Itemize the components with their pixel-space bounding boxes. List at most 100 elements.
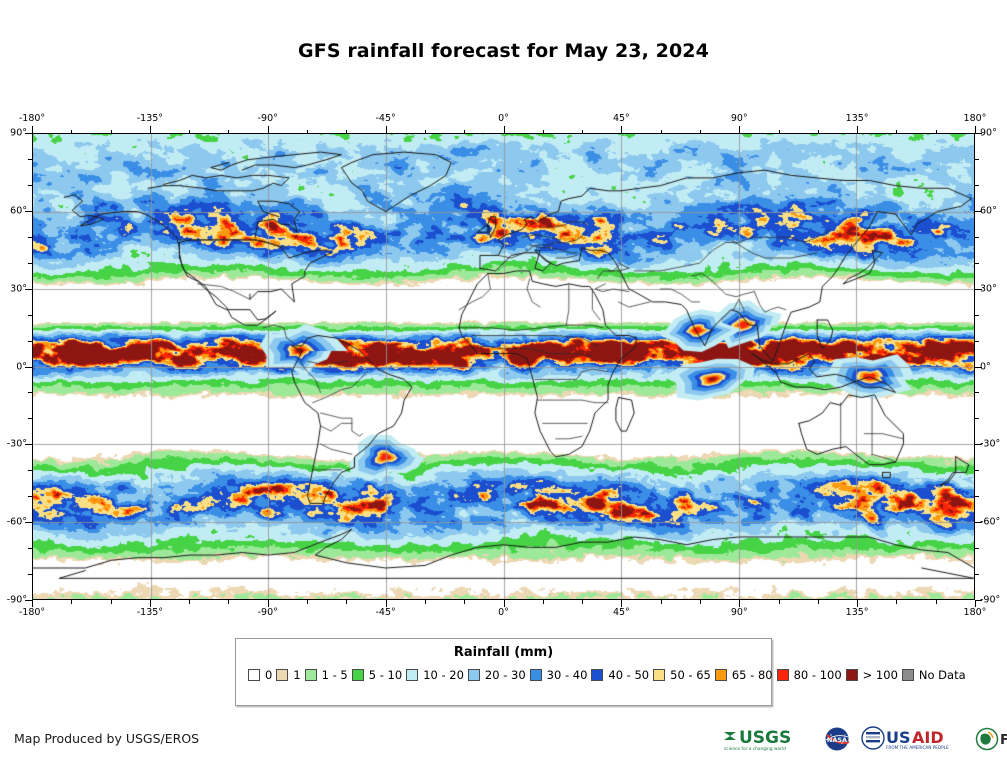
x-tick-minor bbox=[542, 130, 544, 134]
legend: Rainfall (mm) 0 1 1 - 5 5 - 10 10 - 20 20 - 3… bbox=[235, 638, 966, 706]
y-tick bbox=[975, 133, 982, 134]
y-tick-label: 0° bbox=[980, 361, 991, 372]
y-tick-label: -90° bbox=[980, 594, 1001, 606]
legend-title: Rainfall (mm) bbox=[453, 645, 554, 660]
legend-item: 1 - 5 bbox=[301, 665, 348, 684]
svg-text:NASA: NASA bbox=[827, 736, 847, 744]
y-tick-label: 30° bbox=[980, 283, 997, 295]
legend-item: 10 - 20 bbox=[402, 665, 464, 684]
x-tick-minor bbox=[464, 130, 466, 134]
legend-swatch bbox=[776, 668, 789, 681]
legend-swatch bbox=[591, 668, 604, 681]
x-tick-minor bbox=[228, 130, 230, 134]
svg-text:FROM THE AMERICAN PEOPLE: FROM THE AMERICAN PEOPLE bbox=[886, 745, 949, 750]
y-tick-label: -60° bbox=[6, 516, 27, 528]
y-tick-minor bbox=[975, 262, 979, 264]
legend-swatch bbox=[714, 668, 727, 681]
y-tick-minor bbox=[975, 340, 979, 342]
legend-label: > 100 bbox=[862, 667, 898, 682]
y-tick-minor bbox=[28, 236, 32, 238]
x-tick bbox=[385, 126, 387, 133]
legend-item: No Data bbox=[898, 665, 966, 684]
x-tick-label: 135° bbox=[845, 113, 869, 124]
x-tick-minor bbox=[424, 600, 426, 604]
x-tick-minor bbox=[935, 130, 937, 134]
y-tick bbox=[25, 288, 32, 290]
x-tick-minor bbox=[346, 600, 348, 604]
legend-label: 65 - 80 bbox=[731, 667, 773, 682]
x-tick bbox=[32, 126, 33, 133]
legend-label: 80 - 100 bbox=[793, 667, 842, 682]
x-tick-minor bbox=[935, 600, 937, 604]
x-tick-label: 45° bbox=[612, 113, 630, 124]
y-tick bbox=[25, 444, 32, 446]
y-tick-label: 30° bbox=[10, 283, 27, 295]
legend-label: 0 bbox=[265, 667, 273, 682]
legend-label: 1 bbox=[293, 667, 301, 682]
rainfall-raster bbox=[33, 134, 974, 599]
x-tick-minor bbox=[699, 600, 701, 604]
y-tick bbox=[25, 210, 32, 212]
x-tick-minor bbox=[699, 130, 701, 134]
x-tick bbox=[267, 600, 269, 607]
x-tick bbox=[975, 126, 976, 133]
legend-item: 1 bbox=[272, 665, 301, 684]
legend-item: 0 bbox=[244, 665, 272, 684]
x-tick bbox=[32, 600, 33, 607]
x-tick-minor bbox=[817, 600, 819, 604]
y-tick-minor bbox=[28, 158, 32, 160]
legend-swatch bbox=[467, 668, 480, 681]
x-tick-label: 0° bbox=[498, 607, 509, 618]
legend-swatch bbox=[248, 668, 260, 681]
x-tick-minor bbox=[228, 600, 230, 604]
x-tick bbox=[739, 126, 741, 133]
legend-swatch bbox=[529, 668, 542, 681]
y-tick-minor bbox=[28, 470, 32, 472]
y-tick bbox=[975, 600, 982, 601]
x-tick bbox=[857, 126, 859, 133]
legend-items: 0 1 1 - 5 5 - 10 10 - 20 20 - 30 30 - 40 40 - 5… bbox=[244, 665, 966, 684]
y-tick-minor bbox=[28, 314, 32, 316]
x-tick-minor bbox=[307, 130, 309, 134]
svg-text:FEWS NET: FEWS NET bbox=[1000, 732, 1007, 748]
x-tick-minor bbox=[542, 600, 544, 604]
x-tick-minor bbox=[71, 130, 73, 134]
y-tick bbox=[975, 522, 982, 524]
x-tick bbox=[975, 600, 976, 607]
y-tick bbox=[975, 444, 982, 446]
x-tick-label: -45° bbox=[375, 113, 396, 124]
page-title: GFS rainfall forecast for May 23, 2024 bbox=[298, 40, 709, 62]
x-tick-label: -90° bbox=[257, 113, 278, 124]
x-tick-minor bbox=[424, 130, 426, 134]
x-tick bbox=[149, 126, 151, 133]
x-tick-label: -180° bbox=[18, 607, 46, 618]
usaid-logo: US AID FROM THE AMERICAN PEOPLE bbox=[860, 724, 968, 754]
legend-label: No Data bbox=[918, 667, 966, 682]
y-tick-label: 60° bbox=[980, 205, 997, 217]
world-rainfall-map[interactable] bbox=[32, 133, 975, 600]
legend-label: 10 - 20 bbox=[423, 667, 464, 682]
x-tick-minor bbox=[189, 600, 191, 604]
x-tick-minor bbox=[464, 600, 466, 604]
y-tick-minor bbox=[28, 496, 32, 498]
legend-swatch bbox=[304, 668, 317, 681]
x-tick-minor bbox=[582, 600, 584, 604]
y-tick-minor bbox=[975, 496, 979, 498]
y-tick-label: -30° bbox=[6, 438, 27, 450]
x-tick bbox=[621, 600, 623, 607]
x-tick-label: 0° bbox=[498, 113, 509, 124]
x-tick-label: -135° bbox=[136, 113, 164, 124]
x-tick-label: -180° bbox=[18, 113, 46, 124]
x-tick-label: -90° bbox=[257, 607, 278, 618]
x-tick-minor bbox=[660, 600, 662, 604]
x-tick-minor bbox=[896, 600, 898, 604]
x-tick-label: -135° bbox=[136, 607, 164, 618]
x-tick bbox=[503, 126, 505, 133]
svg-text:science for a changing world: science for a changing world bbox=[724, 746, 786, 752]
legend-item: 30 - 40 bbox=[526, 665, 587, 684]
x-tick-minor bbox=[896, 130, 898, 134]
legend-item: 5 - 10 bbox=[348, 665, 402, 684]
y-tick-minor bbox=[975, 236, 979, 238]
x-tick bbox=[385, 600, 387, 607]
y-tick-minor bbox=[975, 392, 979, 394]
